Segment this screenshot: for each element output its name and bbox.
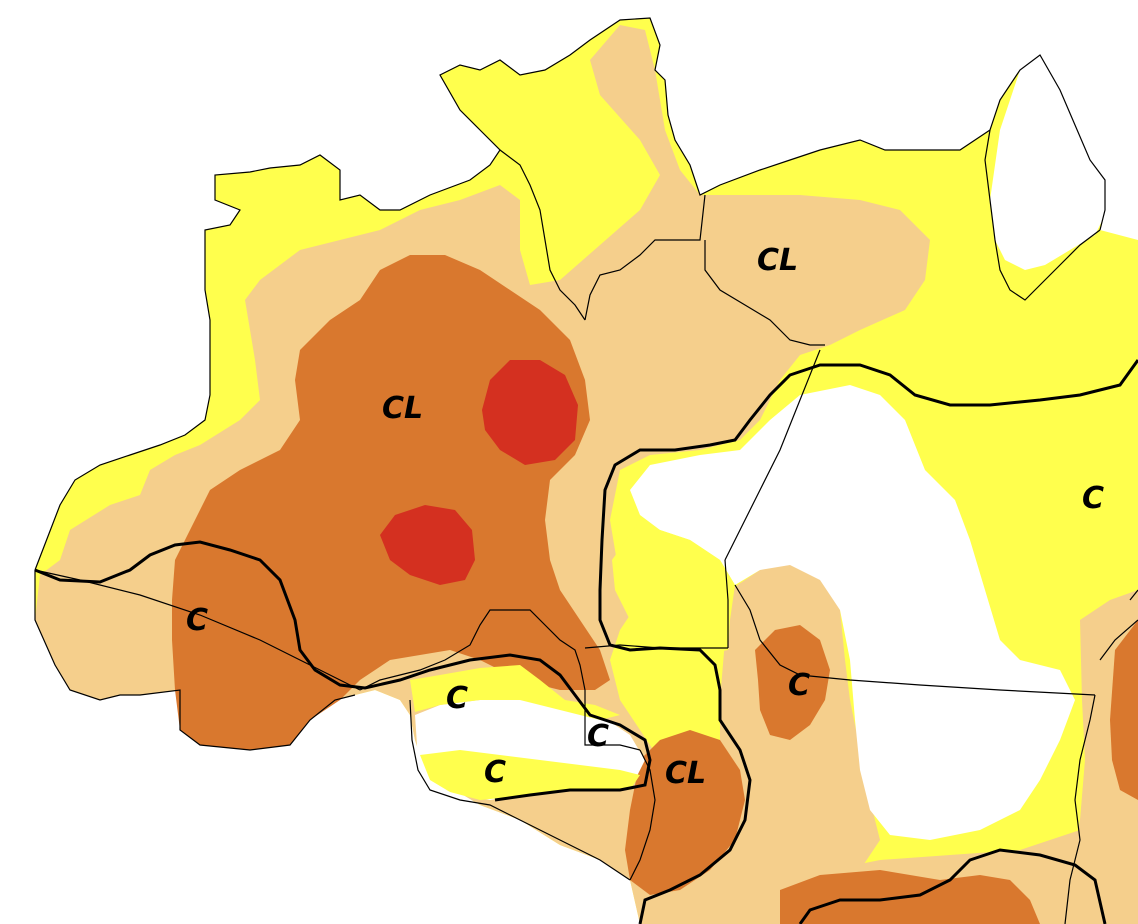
region-label-c-west: C [186, 603, 208, 638]
extreme-region-north [482, 360, 578, 465]
region-label-c-southeast: C [788, 668, 810, 703]
climate-boundaries [34, 359, 1138, 924]
severe-region-south [625, 730, 745, 895]
region-label-cl-central: CL [382, 391, 423, 426]
region-label-c-south-3: C [484, 755, 506, 790]
white-region-north [990, 55, 1105, 270]
yellow-band-central [612, 520, 735, 655]
yellow-band-south [420, 750, 640, 800]
white-region-central [630, 385, 1075, 840]
region-label-c-south-2: C [587, 719, 609, 754]
yellow-band-south-upper [410, 665, 620, 720]
severe-region-east-edge [1110, 620, 1138, 800]
extreme-region-south [380, 505, 475, 585]
severe-region-central-south [755, 625, 830, 740]
region-label-cl-south: CL [665, 756, 706, 791]
region-label-cl-north: CL [757, 243, 798, 278]
region-label-c-south-1: C [446, 681, 468, 716]
region-label-c-east: C [1082, 481, 1104, 516]
